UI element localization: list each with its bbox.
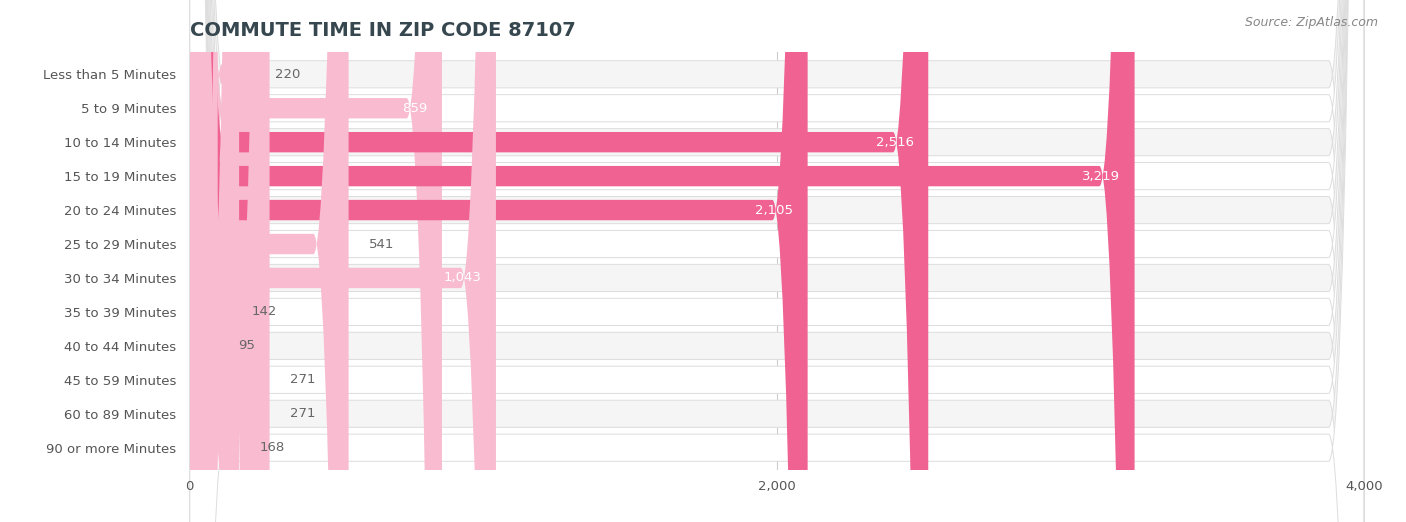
FancyBboxPatch shape bbox=[190, 0, 254, 522]
Text: 1,043: 1,043 bbox=[443, 271, 481, 284]
FancyBboxPatch shape bbox=[190, 0, 1364, 522]
Text: 859: 859 bbox=[402, 102, 427, 115]
FancyBboxPatch shape bbox=[190, 0, 1364, 522]
FancyBboxPatch shape bbox=[190, 0, 270, 522]
FancyBboxPatch shape bbox=[190, 0, 807, 522]
FancyBboxPatch shape bbox=[190, 0, 441, 522]
FancyBboxPatch shape bbox=[190, 0, 1364, 522]
FancyBboxPatch shape bbox=[190, 0, 1364, 522]
FancyBboxPatch shape bbox=[190, 0, 1135, 522]
Text: 95: 95 bbox=[238, 339, 254, 352]
Text: 168: 168 bbox=[260, 441, 285, 454]
FancyBboxPatch shape bbox=[190, 0, 270, 522]
Text: 2,105: 2,105 bbox=[755, 204, 793, 217]
Text: 2,516: 2,516 bbox=[876, 136, 914, 149]
FancyBboxPatch shape bbox=[190, 0, 1364, 522]
Text: 271: 271 bbox=[290, 373, 315, 386]
FancyBboxPatch shape bbox=[190, 0, 232, 522]
FancyBboxPatch shape bbox=[190, 0, 1364, 522]
FancyBboxPatch shape bbox=[190, 0, 1364, 522]
FancyBboxPatch shape bbox=[190, 0, 1364, 522]
FancyBboxPatch shape bbox=[190, 0, 496, 522]
Text: 142: 142 bbox=[252, 305, 277, 318]
FancyBboxPatch shape bbox=[190, 0, 349, 522]
FancyBboxPatch shape bbox=[190, 0, 928, 522]
FancyBboxPatch shape bbox=[190, 0, 218, 522]
Text: COMMUTE TIME IN ZIP CODE 87107: COMMUTE TIME IN ZIP CODE 87107 bbox=[190, 20, 575, 40]
FancyBboxPatch shape bbox=[190, 0, 1364, 522]
FancyBboxPatch shape bbox=[190, 0, 1364, 522]
FancyBboxPatch shape bbox=[190, 0, 1364, 522]
Text: 220: 220 bbox=[276, 68, 301, 81]
FancyBboxPatch shape bbox=[190, 0, 239, 522]
Text: 271: 271 bbox=[290, 407, 315, 420]
Text: 541: 541 bbox=[370, 238, 395, 251]
FancyBboxPatch shape bbox=[190, 0, 1364, 522]
Text: 3,219: 3,219 bbox=[1083, 170, 1121, 183]
Text: Source: ZipAtlas.com: Source: ZipAtlas.com bbox=[1244, 16, 1378, 29]
